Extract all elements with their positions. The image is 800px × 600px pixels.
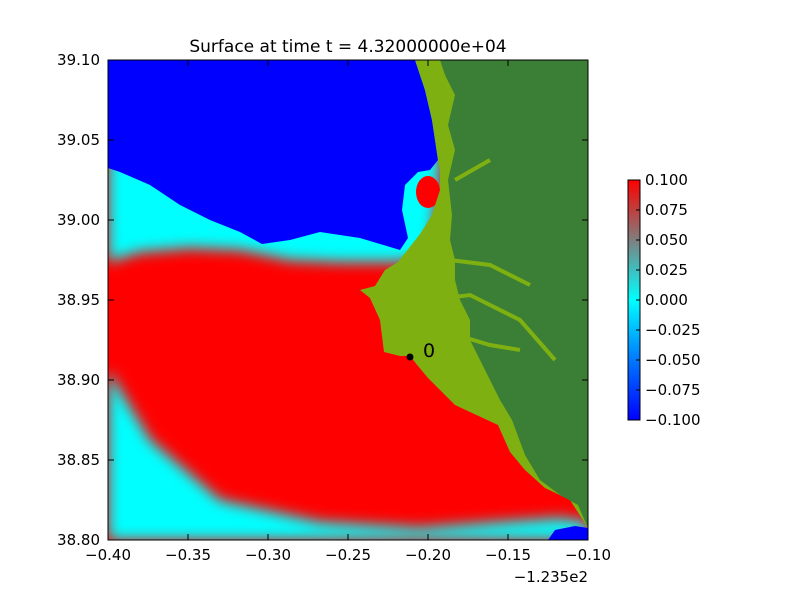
y-tick-label: 39.00 [57,211,100,229]
colorbar-tick-label: 0.100 [645,171,688,189]
plot-area: 0 [108,60,588,540]
x-tick-label: −0.25 [325,546,371,564]
colorbar: 0.100 0.075 0.050 0.025 0.000 −0.025 −0.050 −0.… [627,171,701,429]
x-tick-label: −0.10 [565,546,611,564]
chart-title: Surface at time t = 4.32000000e+04 [189,37,506,57]
surface-low-region [108,60,438,250]
colorbar-tick-label: 0.050 [645,231,688,249]
colorbar-tick-label: 0.025 [645,261,688,279]
colorbar-ticks: 0.100 0.075 0.050 0.025 0.000 −0.025 −0.050 −0.… [636,171,701,429]
y-tick-label: 38.80 [57,531,100,549]
lower-transition-band [108,370,588,540]
colorbar-tick-label: 0.075 [645,201,688,219]
x-tick-label: −0.15 [485,546,531,564]
surface-bulge [416,176,440,208]
x-tick-label: −0.30 [245,546,291,564]
x-offset-label: −1.235e2 [514,568,588,586]
x-tick-label: −0.35 [165,546,211,564]
y-tick-label: 38.85 [57,451,100,469]
colorbar-tick-label: −0.075 [645,381,701,399]
y-tick-label: 39.10 [57,51,100,69]
river-valleys [429,158,557,362]
gauge-marker [406,353,414,361]
x-tick-label: −0.20 [405,546,451,564]
colorbar-tick-label: 0.000 [645,291,688,309]
y-axis: 38.80 38.85 38.90 38.95 39.00 39.05 39.10 [57,51,588,549]
x-axis: −0.40 −0.35 −0.30 −0.25 −0.20 −0.15 −0.10 [85,60,611,564]
gauge-label: 0 [423,340,435,362]
surface-low-corner [548,526,588,540]
colorbar-tick-label: −0.025 [645,321,701,339]
y-tick-label: 38.95 [57,291,100,309]
highland-area [440,60,588,528]
colorbar-tick-label: −0.050 [645,351,701,369]
x-tick-label: −0.40 [85,546,131,564]
y-tick-label: 39.05 [57,131,100,149]
colorbar-tick-label: −0.100 [645,411,701,429]
y-tick-label: 38.90 [57,371,100,389]
